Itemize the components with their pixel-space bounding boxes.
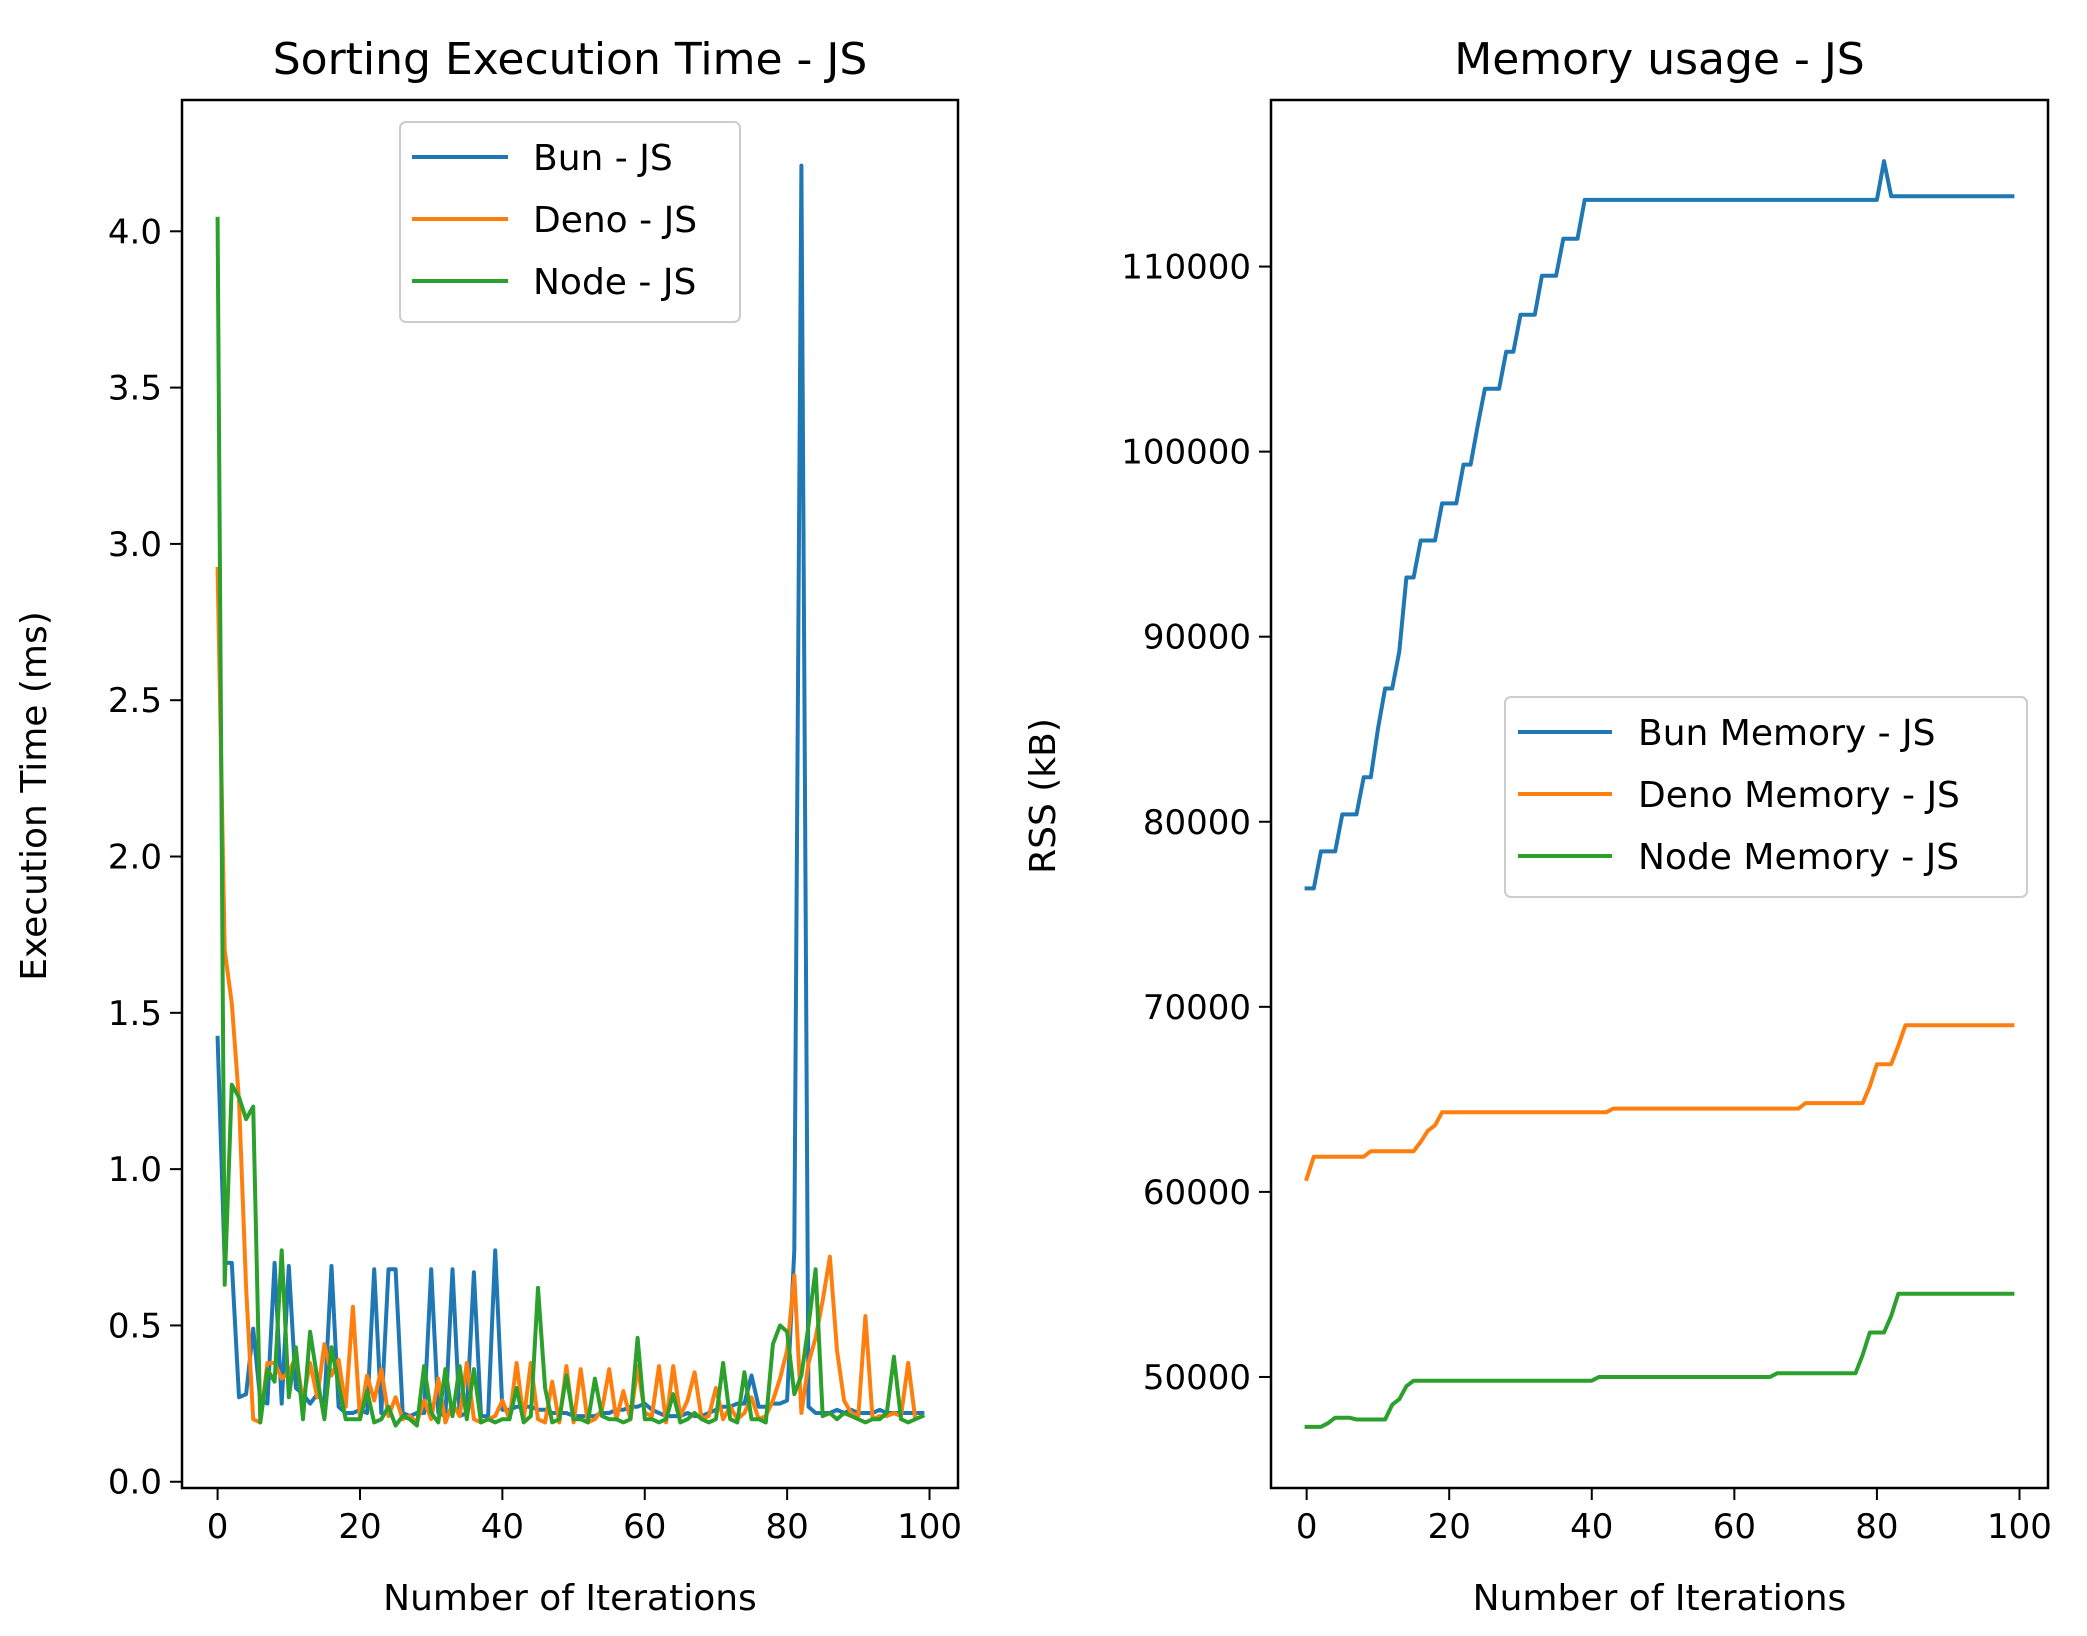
y-tick-label: 0.0 (108, 1463, 162, 1503)
y-tick-label: 110000 (1121, 248, 1251, 288)
x-tick-label: 80 (766, 1507, 809, 1547)
plot-area (1304, 159, 2015, 1429)
y-tick-label: 70000 (1143, 988, 1251, 1028)
axes-frame (1269, 98, 2050, 1490)
legend: Bun - JS Deno - JS Node - JS (399, 121, 741, 323)
y-tick-label: 100000 (1121, 433, 1251, 473)
y-tick-label: 3.0 (108, 525, 162, 565)
y-tick-label: 0.5 (108, 1306, 162, 1346)
x-tick-label: 40 (481, 1507, 524, 1547)
x-tick-label: 20 (1428, 1507, 1471, 1547)
x-tick-label: 20 (338, 1507, 381, 1547)
legend-box (399, 121, 741, 323)
x-tick-label: 40 (1570, 1507, 1613, 1547)
y-tick-label: 1.0 (108, 1150, 162, 1190)
x-tick-label: 80 (1855, 1507, 1898, 1547)
chart-title: Memory usage - JS (1454, 34, 1864, 85)
legend-box (1504, 696, 2028, 898)
y-axis-label: RSS (kB) (1023, 718, 1064, 874)
x-tick-label: 60 (623, 1507, 666, 1547)
series-line-1 (1304, 159, 2015, 891)
legend-label: Node Memory - JS (1638, 837, 1959, 878)
x-axis-label: Number of Iterations (383, 1578, 757, 1619)
y-tick-label: 1.5 (108, 994, 162, 1034)
axes-frame (180, 98, 960, 1490)
legend-label: Bun - JS (533, 138, 673, 179)
chart-title: Sorting Execution Time - JS (273, 34, 868, 85)
legend: Bun Memory - JS Deno Memory - JS Node Memo… (1504, 696, 2028, 898)
y-tick-label: 4.0 (108, 212, 162, 252)
x-axis-label: Number of Iterations (1473, 1578, 1847, 1619)
legend-label: Deno Memory - JS (1638, 775, 1960, 816)
y-axis-label: Execution Time (ms) (14, 611, 55, 981)
legend-label: Bun Memory - JS (1638, 713, 1936, 754)
y-tick-label: 2.5 (108, 681, 162, 721)
x-tick-label: 100 (897, 1507, 962, 1547)
y-tick-label: 3.5 (108, 369, 162, 409)
y-tick-label: 80000 (1143, 803, 1251, 843)
legend-label: Deno - JS (533, 200, 697, 241)
y-tick-label: 90000 (1143, 618, 1251, 658)
execution-time-chart: Sorting Execution Time - JS 0 20 40 60 80 100 0… (14, 34, 962, 1619)
legend-label: Node - JS (533, 262, 696, 303)
x-tick-label: 0 (1296, 1507, 1318, 1547)
series-line-1 (215, 163, 925, 1419)
series-line-3 (215, 216, 926, 1428)
y-tick-label: 50000 (1143, 1358, 1251, 1398)
x-tick-label: 0 (207, 1507, 229, 1547)
plot-area (215, 163, 926, 1428)
x-tick-label: 60 (1713, 1507, 1756, 1547)
y-tick-label: 2.0 (108, 838, 162, 878)
memory-usage-chart: Memory usage - JS 0 20 40 60 80 100 50000 60000 7… (1023, 34, 2052, 1619)
series-line-2 (1304, 1023, 2015, 1182)
x-tick-label: 100 (1987, 1507, 2052, 1547)
series-line-3 (1304, 1291, 2015, 1429)
y-tick-label: 60000 (1143, 1173, 1251, 1213)
